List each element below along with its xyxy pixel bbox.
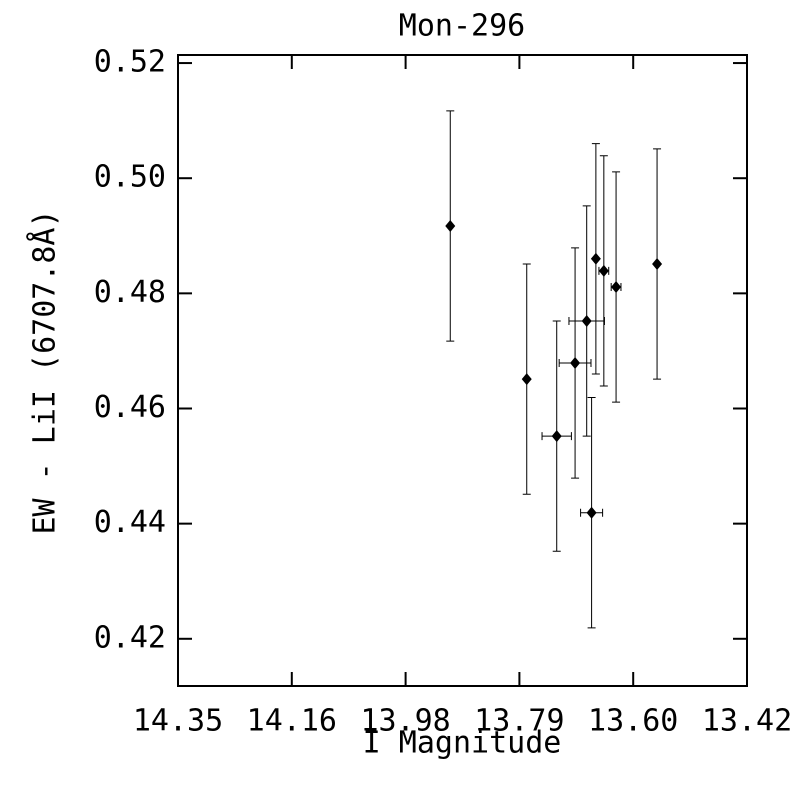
x-tick-label: 13.79 <box>474 704 564 739</box>
y-tick-label: 0.52 <box>94 45 166 80</box>
x-tick-label: 13.42 <box>702 704 792 739</box>
x-tick-label: 14.16 <box>247 704 337 739</box>
point <box>611 281 622 294</box>
x-tick-label: 13.60 <box>588 704 678 739</box>
plot-frame <box>177 54 748 687</box>
point <box>445 219 456 232</box>
y-tick-label: 0.46 <box>94 390 166 425</box>
point <box>598 264 609 277</box>
point <box>551 430 562 443</box>
point <box>581 314 592 327</box>
y-tick-label: 0.44 <box>94 505 166 540</box>
point <box>521 373 532 386</box>
x-tick-label: 13.98 <box>360 704 450 739</box>
y-tick-label: 0.48 <box>94 275 166 310</box>
point <box>652 257 663 270</box>
x-tick-label: 14.35 <box>133 704 223 739</box>
y-tick-label: 0.50 <box>94 160 166 195</box>
point <box>586 506 597 519</box>
chart-title: Mon-296 <box>399 9 525 44</box>
x-axis-label: I Magnitude <box>363 726 562 761</box>
y-tick-label: 0.42 <box>94 620 166 655</box>
y-axis-label: EW - LiI (6707.8Å) <box>27 209 63 534</box>
point <box>570 357 581 370</box>
point <box>590 252 601 265</box>
